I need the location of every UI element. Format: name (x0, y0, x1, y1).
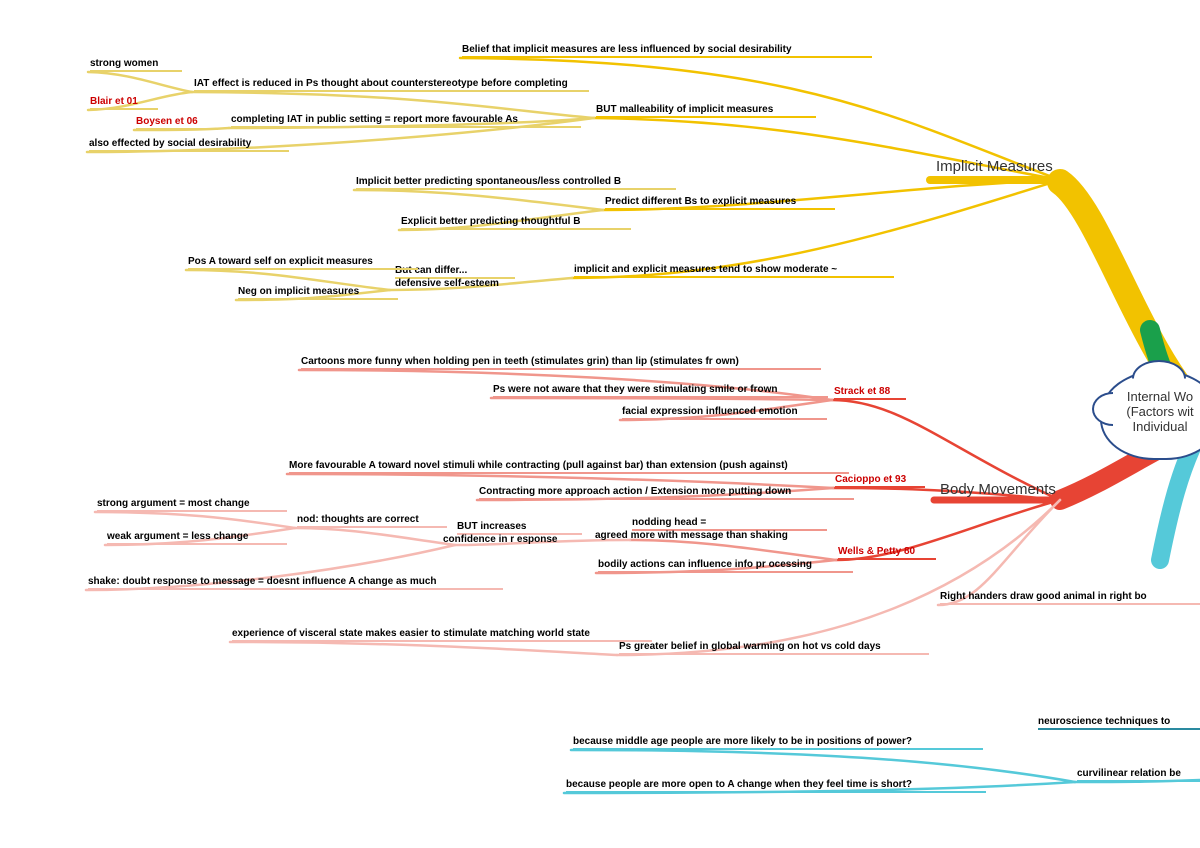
branch-cyan_middle (571, 750, 1075, 782)
node-im_moderate[interactable]: implicit and explicit measures tend to s… (574, 264, 894, 278)
node-im_mod_differ2[interactable]: defensive self-esteem (395, 278, 535, 290)
center-line-1: Internal Wo (1102, 390, 1200, 405)
branch-bm_wells_nodthought (295, 528, 455, 545)
node-im_predict_thought[interactable]: Explicit better predicting thoughtful B (401, 216, 631, 230)
node-bm_wells_nodthought[interactable]: nod: thoughts are correct (297, 514, 447, 528)
node-im_predict[interactable]: Predict different Bs to explicit measure… (605, 196, 835, 210)
node-im_but_boysen_ref[interactable]: Boysen et 06 (136, 116, 218, 130)
node-bm_cac_fav[interactable]: More favourable A toward novel stimuli w… (289, 460, 849, 474)
branch-im_but_iat_sw (88, 72, 192, 92)
node-im_but_social[interactable]: also effected by social desirability (89, 138, 289, 152)
node-bm_strack_facial[interactable]: facial expression influenced emotion (622, 406, 827, 420)
node-im_belief[interactable]: Belief that implicit measures are less i… (462, 44, 872, 58)
node-bm_global_visc[interactable]: experience of visceral state makes easie… (232, 628, 652, 642)
node-bm_strack_cartoon[interactable]: Cartoons more funny when holding pen in … (301, 356, 821, 370)
node-im_mod_neg[interactable]: Neg on implicit measures (238, 286, 398, 300)
node-cyan_neuro[interactable]: neuroscience techniques to (1038, 716, 1200, 730)
node-bm_wells_but[interactable]: BUT increases (457, 521, 582, 535)
node-im_but_iat[interactable]: IAT effect is reduced in Ps thought abou… (194, 78, 589, 92)
node-cyan_curv[interactable]: curvilinear relation be (1077, 768, 1200, 782)
node-im_predict_spont[interactable]: Implicit better predicting spontaneous/l… (356, 176, 676, 190)
topic-implicit-measures[interactable]: Implicit Measures (936, 158, 1053, 175)
node-cyan_middle[interactable]: because middle age people are more likel… (573, 736, 983, 750)
node-im_mod_pos[interactable]: Pos A toward self on explicit measures (188, 256, 418, 270)
branch-im_predict_spont (354, 190, 603, 210)
node-im_but_iat_sw[interactable]: strong women (90, 58, 182, 72)
node-bm_global[interactable]: Ps greater belief in global warming on h… (619, 641, 929, 655)
node-bm_wells_strong[interactable]: strong argument = most change (97, 498, 287, 512)
node-bm_wells_shake[interactable]: shake: doubt response to message = doesn… (88, 576, 503, 590)
center-line-2: (Factors wit (1102, 405, 1200, 420)
center-node[interactable]: Internal Wo (Factors wit Individual (1100, 370, 1200, 460)
node-bm_wells_nod2[interactable]: agreed more with message than shaking (595, 530, 828, 542)
branch-bm_wells_nod (630, 540, 836, 560)
node-im_but_boysen[interactable]: completing IAT in public setting = repor… (231, 114, 581, 128)
node-bm_wells_nod[interactable]: nodding head = (632, 517, 827, 531)
topic-body-movements[interactable]: Body Movements (940, 481, 1056, 498)
branch-bm_wells_strong (95, 512, 295, 528)
node-im_but_iat_blair[interactable]: Blair et 01 (90, 96, 158, 110)
node-bm_wells_bodily[interactable]: bodily actions can influence info pr oce… (598, 559, 853, 573)
branch-bm_strack_aware (491, 398, 832, 400)
node-im_but[interactable]: BUT malleability of implicit measures (596, 104, 816, 118)
node-cyan_open[interactable]: because people are more open to A change… (566, 779, 986, 793)
node-bm_cac_contract[interactable]: Contracting more approach action / Exten… (479, 486, 854, 500)
node-bm_wells_weak[interactable]: weak argument = less change (107, 531, 287, 545)
node-bm_wells_but2[interactable]: confidence in r esponse (443, 534, 583, 546)
branch-bm_global_visc (230, 642, 617, 655)
node-bm_wells[interactable]: Wells & Petty 80 (838, 546, 936, 560)
node-bm_strack[interactable]: Strack et 88 (834, 386, 906, 400)
node-bm_strack_aware[interactable]: Ps were not aware that they were stimula… (493, 384, 828, 398)
node-bm_right[interactable]: Right handers draw good animal in right … (940, 591, 1200, 605)
center-line-3: Individual (1102, 420, 1200, 435)
